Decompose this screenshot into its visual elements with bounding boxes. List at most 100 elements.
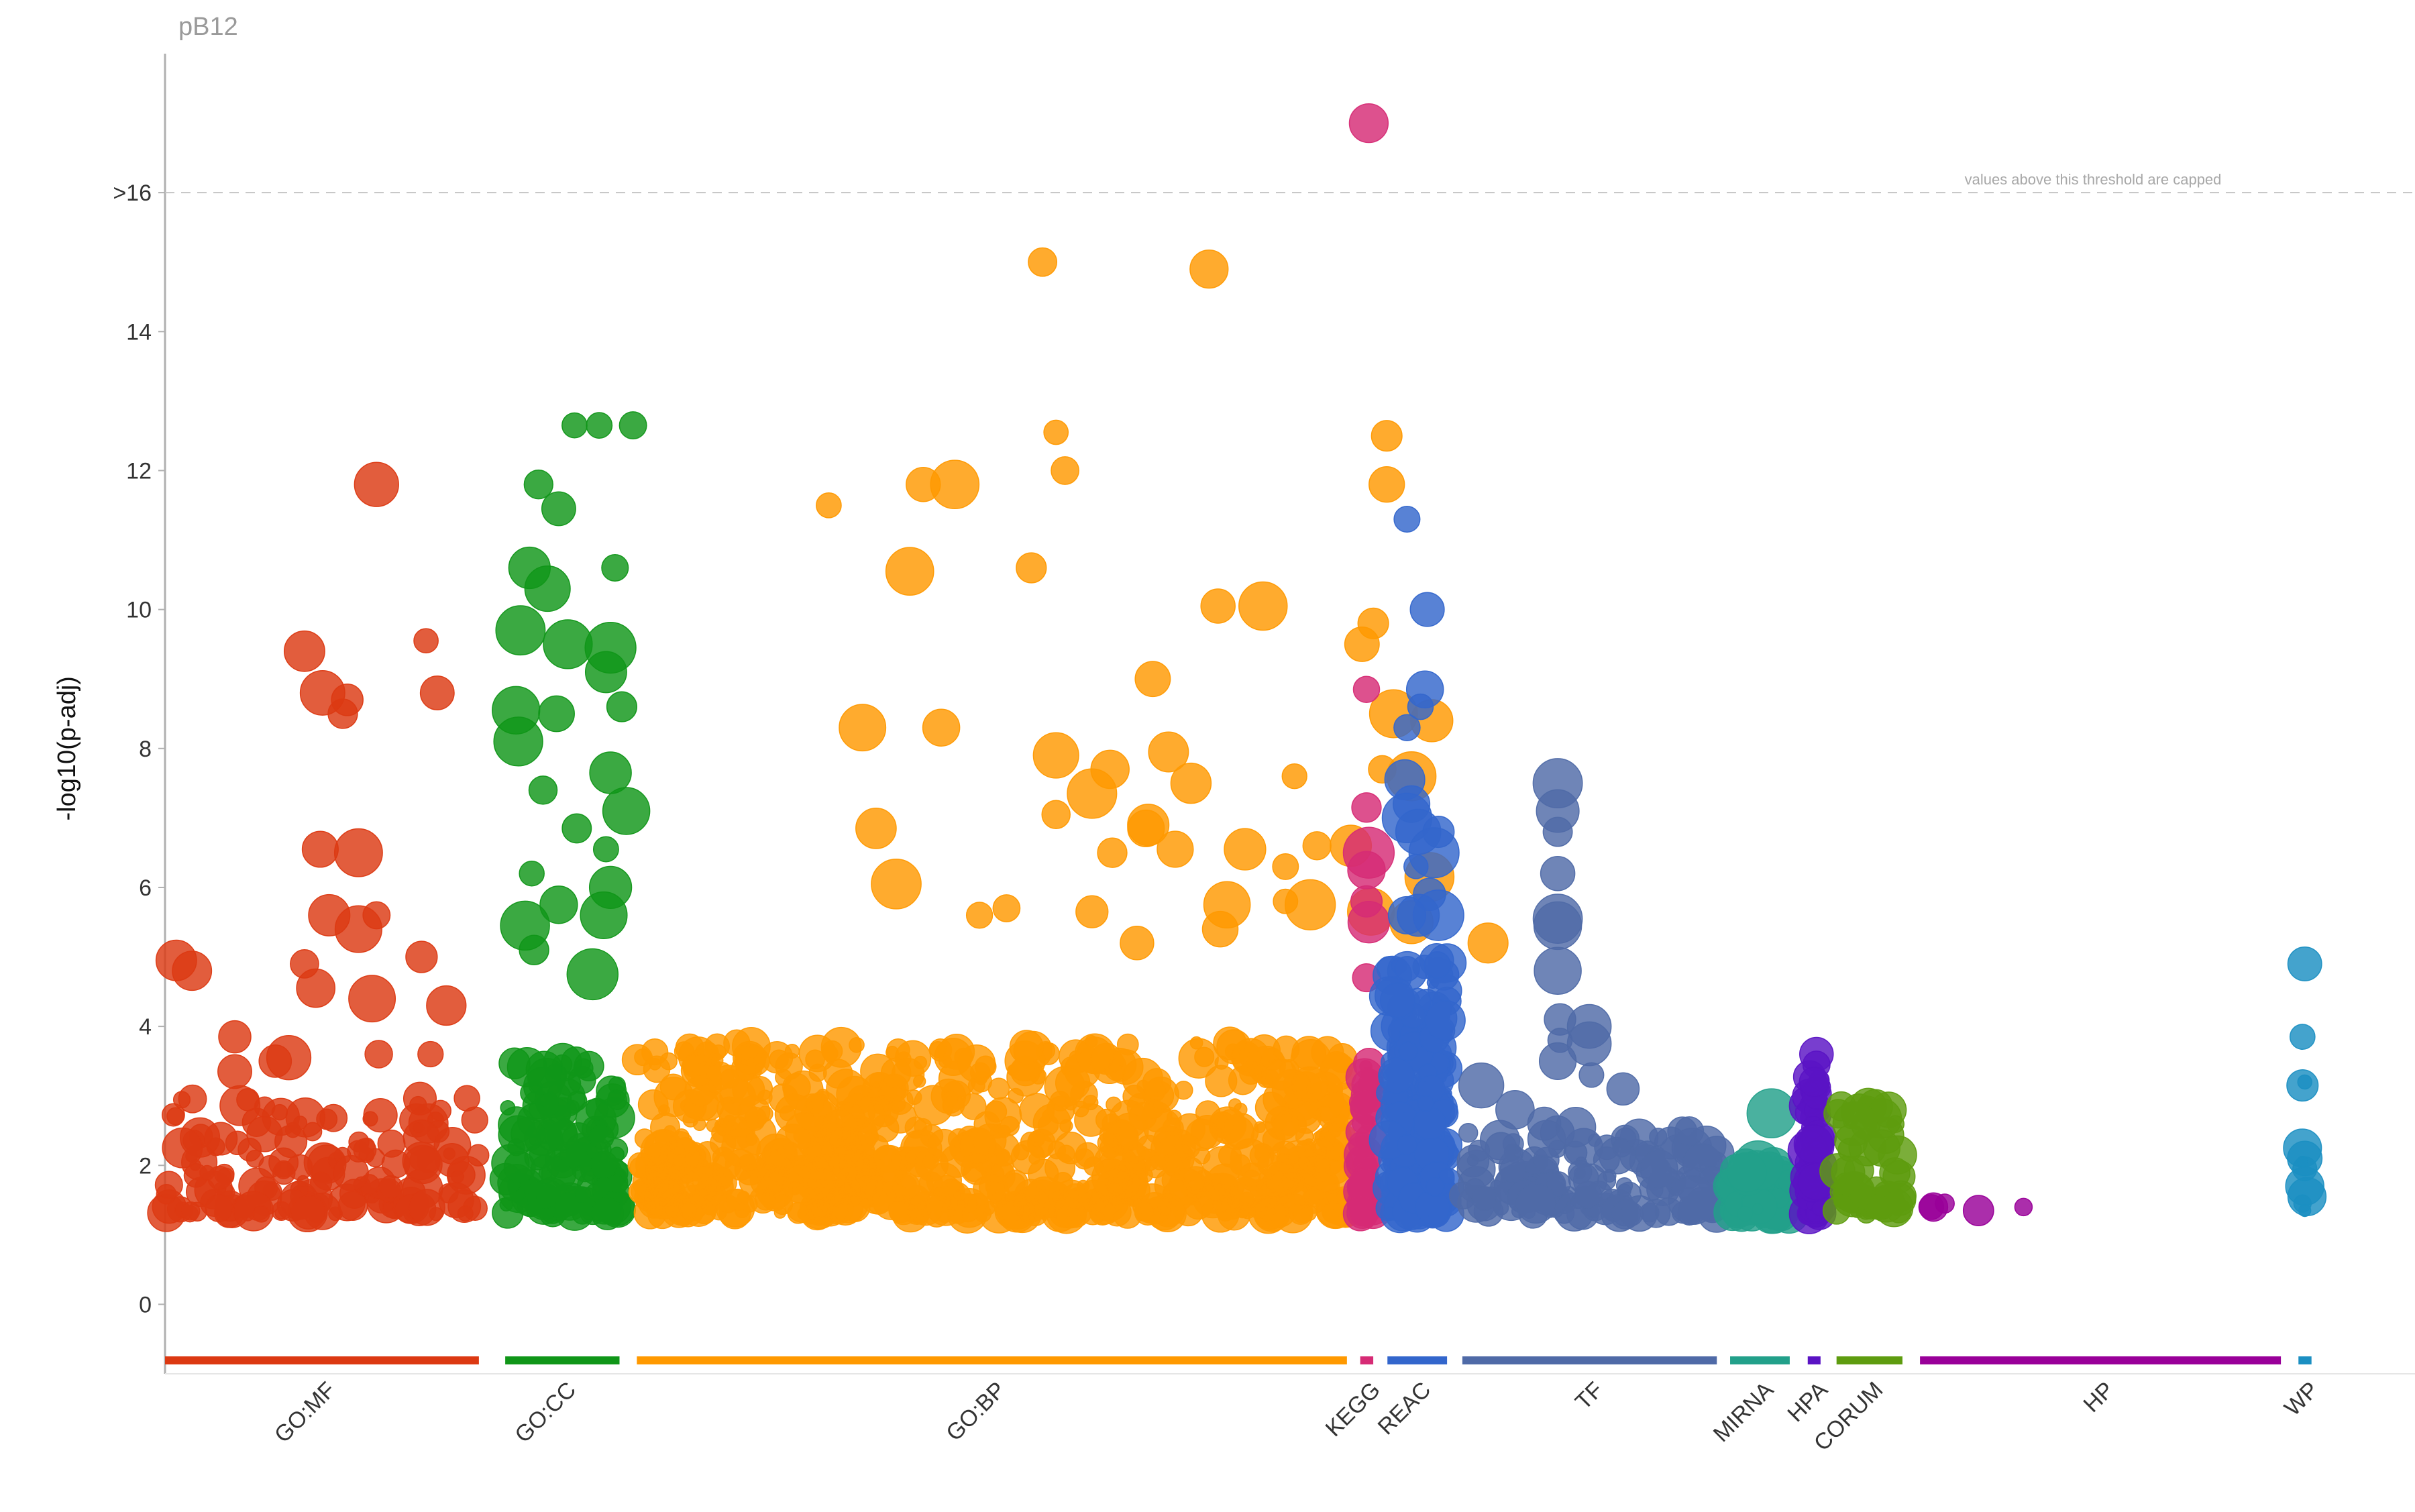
data-point[interactable] — [1287, 1089, 1320, 1122]
data-point[interactable] — [511, 1116, 545, 1152]
data-point[interactable] — [1458, 1122, 1479, 1143]
data-point[interactable] — [1189, 249, 1229, 289]
data-point[interactable] — [942, 1093, 965, 1117]
data-point[interactable] — [1257, 1152, 1281, 1177]
data-point[interactable] — [1030, 1067, 1047, 1085]
data-point[interactable] — [1387, 896, 1426, 934]
data-point[interactable] — [524, 565, 571, 612]
data-point[interactable] — [880, 1057, 912, 1089]
data-point[interactable] — [922, 1153, 939, 1170]
data-point[interactable] — [377, 1129, 406, 1158]
data-point[interactable] — [519, 934, 549, 965]
data-point[interactable] — [775, 1052, 803, 1081]
data-point[interactable] — [353, 1138, 377, 1162]
data-point[interactable] — [768, 1147, 792, 1171]
data-point[interactable] — [1606, 1072, 1640, 1106]
data-point[interactable] — [1467, 922, 1509, 964]
data-point[interactable] — [1281, 763, 1307, 790]
data-point[interactable] — [1201, 910, 1239, 948]
data-point[interactable] — [816, 492, 842, 519]
data-point[interactable] — [567, 1090, 588, 1112]
data-point[interactable] — [811, 1201, 833, 1222]
data-point[interactable] — [735, 1059, 757, 1081]
data-point[interactable] — [1074, 1033, 1116, 1075]
data-point[interactable] — [2287, 946, 2322, 981]
data-point[interactable] — [378, 1175, 403, 1199]
data-point[interactable] — [2014, 1197, 2033, 1217]
data-point[interactable] — [745, 1133, 758, 1146]
data-point[interactable] — [296, 968, 336, 1008]
data-point[interactable] — [798, 1034, 837, 1073]
data-point[interactable] — [739, 1154, 757, 1172]
data-point[interactable] — [1425, 1177, 1445, 1197]
data-point[interactable] — [634, 1128, 655, 1149]
data-point[interactable] — [1143, 1079, 1166, 1103]
data-point[interactable] — [584, 621, 637, 674]
data-point[interactable] — [566, 948, 619, 1001]
data-point[interactable] — [419, 675, 455, 710]
data-point[interactable] — [885, 547, 934, 596]
data-point[interactable] — [1302, 831, 1332, 861]
data-point[interactable] — [793, 1158, 811, 1177]
data-point[interactable] — [218, 1020, 252, 1054]
data-point[interactable] — [1574, 1181, 1602, 1209]
data-point[interactable] — [498, 1047, 531, 1079]
data-point[interactable] — [1378, 1057, 1415, 1094]
data-point[interactable] — [1668, 1175, 1718, 1226]
data-point[interactable] — [674, 1041, 695, 1062]
data-point[interactable] — [1099, 1137, 1122, 1159]
data-point[interactable] — [333, 1154, 369, 1191]
data-point[interactable] — [530, 1154, 559, 1184]
data-point[interactable] — [1471, 1185, 1497, 1211]
data-point[interactable] — [712, 1168, 734, 1190]
data-point[interactable] — [429, 1099, 451, 1122]
data-point[interactable] — [1105, 1164, 1141, 1200]
data-point[interactable] — [1013, 1185, 1051, 1223]
data-point[interactable] — [1075, 1142, 1101, 1168]
data-point[interactable] — [1351, 792, 1382, 823]
data-point[interactable] — [1043, 419, 1069, 445]
data-point[interactable] — [805, 1094, 825, 1114]
data-point[interactable] — [992, 894, 1021, 922]
data-point[interactable] — [590, 1150, 619, 1179]
data-point[interactable] — [528, 775, 558, 805]
data-point[interactable] — [354, 462, 399, 507]
data-point[interactable] — [1054, 1189, 1093, 1228]
data-point[interactable] — [500, 1099, 516, 1116]
data-point[interactable] — [1348, 103, 1389, 144]
data-point[interactable] — [1134, 661, 1171, 698]
data-point[interactable] — [561, 813, 592, 844]
data-point[interactable] — [252, 1205, 270, 1223]
data-point[interactable] — [1095, 1108, 1118, 1132]
data-point[interactable] — [644, 1156, 665, 1177]
data-point[interactable] — [867, 1095, 900, 1128]
data-point[interactable] — [523, 470, 553, 500]
data-point[interactable] — [785, 1112, 822, 1150]
data-point[interactable] — [403, 1144, 443, 1185]
data-point[interactable] — [1371, 420, 1403, 452]
data-point[interactable] — [1347, 851, 1386, 889]
data-point[interactable] — [333, 828, 383, 877]
data-point[interactable] — [591, 1197, 624, 1230]
data-point[interactable] — [1409, 592, 1445, 627]
data-point[interactable] — [835, 1101, 851, 1117]
data-point[interactable] — [1485, 1132, 1517, 1165]
data-point[interactable] — [172, 951, 213, 991]
data-point[interactable] — [1162, 1179, 1194, 1211]
data-point[interactable] — [967, 1077, 985, 1095]
data-point[interactable] — [254, 1096, 276, 1118]
data-point[interactable] — [1089, 1199, 1116, 1226]
data-point[interactable] — [1174, 1081, 1193, 1100]
data-point[interactable] — [1493, 1200, 1509, 1216]
data-point[interactable] — [957, 1193, 978, 1213]
data-point[interactable] — [2286, 1069, 2319, 1102]
data-point[interactable] — [433, 1126, 472, 1165]
data-point[interactable] — [1752, 1203, 1764, 1216]
data-point[interactable] — [1578, 1062, 1605, 1088]
data-point[interactable] — [1273, 1035, 1300, 1063]
data-point[interactable] — [1157, 830, 1194, 868]
data-point[interactable] — [413, 628, 439, 654]
data-point[interactable] — [561, 412, 588, 439]
data-point[interactable] — [1835, 1182, 1849, 1195]
data-point[interactable] — [405, 940, 438, 973]
